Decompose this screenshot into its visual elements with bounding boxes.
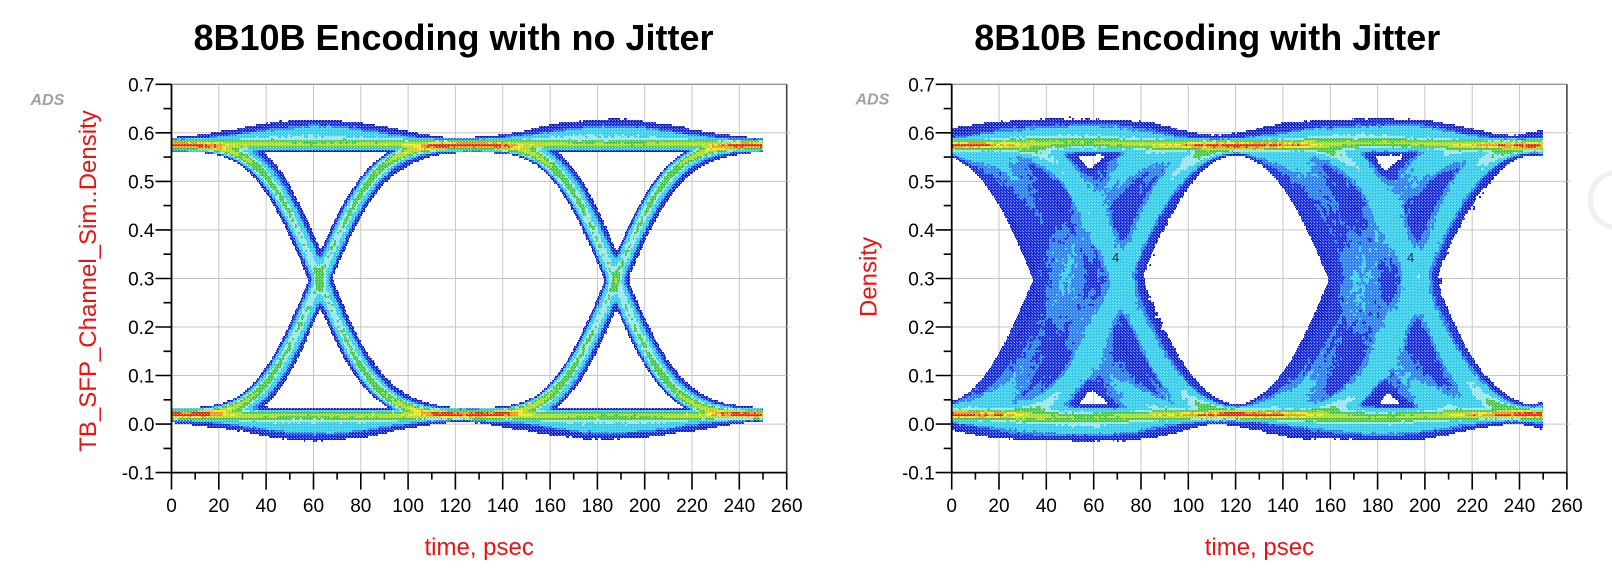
svg-text:120: 120 [440, 496, 472, 517]
svg-text:8B10B Encoding with no Jitter: 8B10B Encoding with no Jitter [193, 17, 713, 58]
svg-text:200: 200 [1409, 496, 1441, 517]
svg-text:0.0: 0.0 [128, 415, 154, 436]
svg-text:Density: Density [856, 237, 883, 317]
svg-text:0: 0 [166, 496, 177, 517]
svg-text:-0.1: -0.1 [902, 464, 935, 485]
svg-text:0.4: 0.4 [908, 221, 935, 242]
svg-text:40: 40 [256, 496, 277, 517]
svg-text:220: 220 [1456, 496, 1488, 517]
svg-text:60: 60 [1083, 496, 1104, 517]
svg-text:0.6: 0.6 [908, 124, 934, 145]
svg-text:160: 160 [534, 496, 566, 517]
svg-text:ADS: ADS [855, 91, 890, 108]
svg-text:0.1: 0.1 [908, 367, 934, 388]
svg-text:220: 220 [676, 496, 708, 517]
svg-text:4: 4 [1112, 250, 1119, 265]
svg-text:40: 40 [1036, 496, 1057, 517]
svg-text:8B10B Encoding with Jitter: 8B10B Encoding with Jitter [974, 17, 1440, 58]
svg-text:0.4: 0.4 [128, 221, 155, 242]
svg-text:180: 180 [1362, 496, 1394, 517]
svg-text:120: 120 [1220, 496, 1252, 517]
svg-text:-0.1: -0.1 [122, 464, 155, 485]
svg-text:time, psec: time, psec [425, 534, 534, 561]
svg-text:0.2: 0.2 [128, 318, 154, 339]
svg-text:4: 4 [1407, 250, 1414, 265]
svg-text:0.2: 0.2 [908, 318, 934, 339]
svg-text:0.3: 0.3 [128, 270, 154, 291]
svg-text:240: 240 [723, 496, 755, 517]
svg-text:20: 20 [988, 496, 1009, 517]
svg-text:0.7: 0.7 [128, 75, 154, 96]
svg-text:140: 140 [1267, 496, 1299, 517]
svg-text:time, psec: time, psec [1205, 534, 1314, 561]
svg-text:0.3: 0.3 [908, 270, 934, 291]
svg-text:80: 80 [1130, 496, 1151, 517]
svg-text:260: 260 [771, 496, 803, 517]
svg-text:TB_SFP_Channel_Sim..Density: TB_SFP_Channel_Sim..Density [75, 110, 102, 451]
svg-text:0.5: 0.5 [908, 172, 934, 193]
svg-text:0.5: 0.5 [128, 172, 154, 193]
svg-text:20: 20 [208, 496, 229, 517]
svg-text:180: 180 [582, 496, 614, 517]
svg-text:0.1: 0.1 [128, 367, 154, 388]
svg-text:100: 100 [392, 496, 424, 517]
svg-text:0.6: 0.6 [128, 124, 154, 145]
svg-text:ADS: ADS [30, 92, 65, 109]
svg-text:100: 100 [1172, 496, 1204, 517]
svg-text:80: 80 [350, 496, 371, 517]
svg-text:0.7: 0.7 [908, 75, 934, 96]
svg-text:0.0: 0.0 [908, 415, 934, 436]
svg-text:260: 260 [1551, 496, 1583, 517]
svg-text:140: 140 [487, 496, 519, 517]
svg-text:200: 200 [629, 496, 661, 517]
svg-text:60: 60 [303, 496, 324, 517]
svg-text:0: 0 [946, 496, 957, 517]
svg-text:160: 160 [1314, 496, 1346, 517]
svg-text:240: 240 [1504, 496, 1536, 517]
